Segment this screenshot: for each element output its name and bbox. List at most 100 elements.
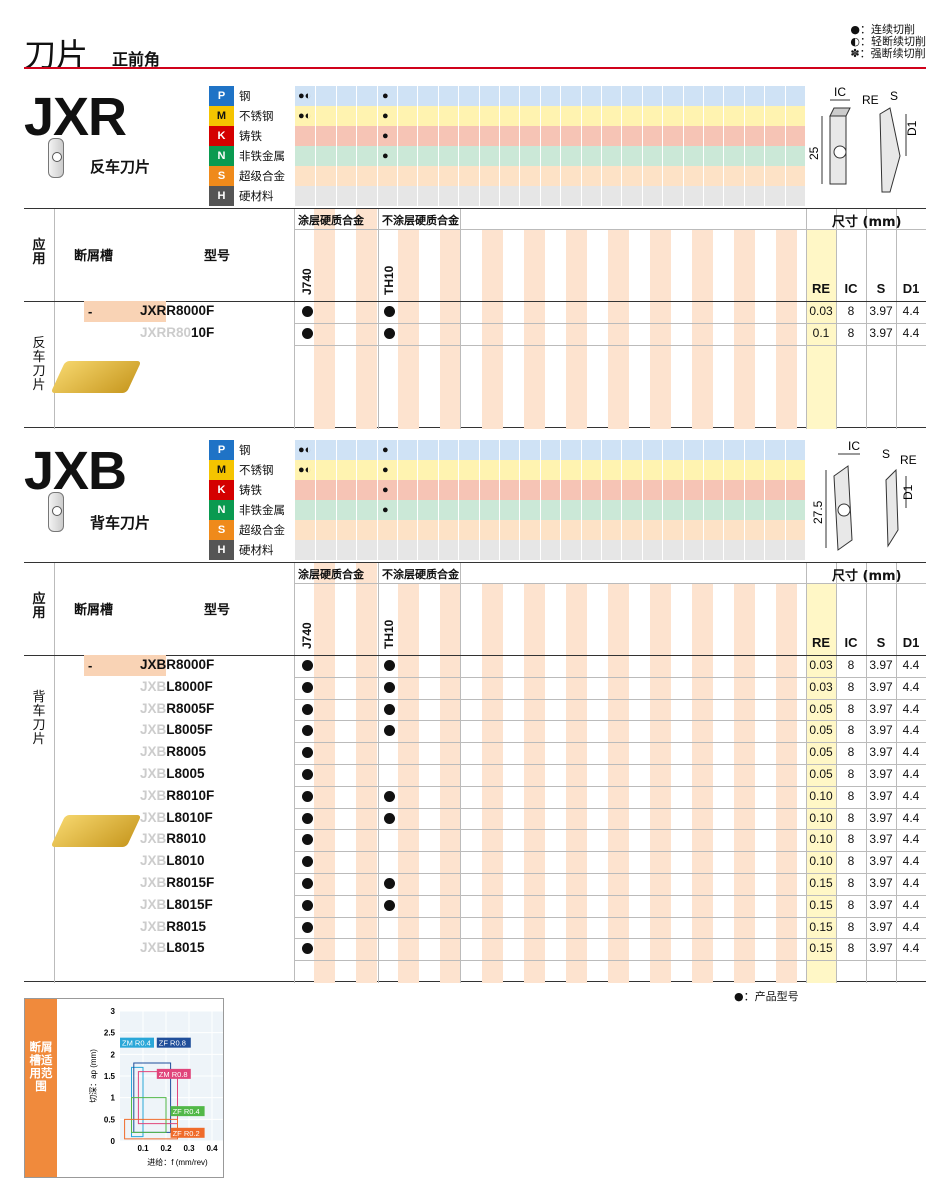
dim-value-s: 3.97 bbox=[869, 325, 893, 340]
model-suffix: JXBR8000F bbox=[140, 657, 215, 672]
grid-line bbox=[682, 500, 684, 520]
grid-line bbox=[764, 440, 766, 460]
x-tick-label: 0.4 bbox=[206, 1144, 218, 1153]
material-band: ● bbox=[295, 126, 805, 146]
grid-line bbox=[458, 540, 460, 560]
material-row: N 非铁金属 ● bbox=[209, 146, 805, 166]
table-row: JXBR8005F 0.05 8 3.97 4.4 bbox=[24, 699, 926, 720]
grid-line bbox=[315, 500, 317, 520]
grid-line bbox=[335, 460, 337, 480]
grid-line bbox=[519, 440, 521, 460]
grid-line bbox=[662, 86, 664, 106]
breaker-value: - bbox=[84, 301, 166, 322]
model-prefix: JXB bbox=[140, 787, 167, 803]
model-suffix: R8010F bbox=[166, 787, 215, 803]
dim-value-ic: 8 bbox=[847, 679, 855, 694]
material-band: ●◐ ● bbox=[295, 460, 805, 480]
grid-line bbox=[662, 106, 664, 126]
material-code: M bbox=[209, 460, 234, 480]
grid-line bbox=[335, 520, 337, 540]
dim-value-re: 0.15 bbox=[809, 876, 833, 890]
grid-line bbox=[478, 500, 480, 520]
y-tick-label: 3 bbox=[111, 1007, 116, 1016]
grid-line bbox=[723, 440, 725, 460]
dim-header-re: RE bbox=[811, 281, 831, 296]
model-number: JXBR8015 bbox=[140, 919, 206, 934]
grade-column-stripe bbox=[692, 229, 713, 429]
model-number: JXBL8010F bbox=[140, 810, 213, 825]
dim-value-d1: 4.4 bbox=[902, 325, 920, 340]
dim-value-re: 0.15 bbox=[809, 941, 833, 956]
grid-line bbox=[315, 186, 317, 206]
grid-line bbox=[458, 106, 460, 126]
row-rule bbox=[294, 851, 926, 853]
application-header: 应用 bbox=[32, 238, 46, 267]
grid-line bbox=[682, 86, 684, 106]
grid-line bbox=[417, 166, 419, 186]
j740-availability-dot bbox=[302, 878, 313, 889]
grid-line bbox=[519, 460, 521, 480]
grid-line bbox=[601, 480, 602, 500]
grid-line bbox=[601, 146, 602, 166]
grid-line bbox=[764, 86, 766, 106]
grid-line bbox=[601, 86, 602, 106]
grid-line bbox=[560, 440, 562, 460]
grid-line bbox=[335, 86, 337, 106]
table-row: JXBR8010F 0.10 8 3.97 4.4 bbox=[24, 786, 926, 807]
grid-line bbox=[478, 440, 480, 460]
grid-line bbox=[580, 186, 582, 206]
dim-value-s: 3.97 bbox=[869, 788, 893, 803]
dim-value-s: 3.97 bbox=[869, 919, 893, 934]
grid-line bbox=[703, 440, 704, 460]
y-axis-label: 切深：ap (mm) bbox=[89, 1049, 98, 1103]
coated-header: 涂层硬质合金 bbox=[298, 568, 364, 581]
dim-label-re: RE bbox=[862, 93, 879, 107]
table-row: JXBL8010F 0.10 8 3.97 4.4 bbox=[24, 808, 926, 829]
x-tick-label: 0.3 bbox=[183, 1144, 195, 1153]
jxb-drawing: IC S RE D1 27.5 bbox=[811, 440, 917, 551]
grid-line bbox=[417, 126, 419, 146]
column-rule bbox=[294, 563, 295, 983]
material-row: H 硬材料 bbox=[209, 186, 805, 206]
grid-line bbox=[641, 146, 643, 166]
grade-column-stripe bbox=[524, 583, 545, 983]
grid-line bbox=[437, 146, 439, 166]
grid-line bbox=[397, 126, 398, 146]
series-label-box bbox=[170, 1106, 205, 1117]
dim-value-s: 3.97 bbox=[869, 767, 893, 781]
grid-line bbox=[356, 520, 358, 540]
grid-line bbox=[784, 126, 786, 146]
dim-value-ic: 8 bbox=[847, 788, 855, 803]
th10-mark: ● bbox=[382, 484, 389, 496]
dim-value-d1: 4.4 bbox=[902, 679, 920, 694]
model-suffix: R8010 bbox=[166, 831, 207, 847]
grid-line bbox=[580, 500, 582, 520]
row-rule bbox=[294, 916, 926, 918]
grid-line bbox=[356, 146, 358, 166]
j740-availability-dot bbox=[302, 306, 313, 317]
grid-line bbox=[601, 126, 602, 146]
grid-line bbox=[703, 166, 704, 186]
grade-column-stripe bbox=[650, 583, 671, 983]
grid-line bbox=[397, 166, 398, 186]
grid-line bbox=[458, 460, 460, 480]
grid-line bbox=[458, 480, 460, 500]
grid-line bbox=[356, 186, 358, 206]
dim-value-re: 0.03 bbox=[809, 304, 833, 318]
grid-line bbox=[499, 166, 500, 186]
grid-line bbox=[641, 520, 643, 540]
grid-line bbox=[499, 126, 500, 146]
grade-column-stripe bbox=[398, 583, 419, 983]
grid-line bbox=[376, 500, 378, 520]
grid-line bbox=[641, 186, 643, 206]
grid-line bbox=[743, 106, 745, 126]
grade-column-stripe bbox=[356, 563, 377, 983]
grid-line bbox=[499, 106, 500, 126]
grid-line bbox=[437, 166, 439, 186]
grid-line bbox=[335, 480, 337, 500]
uncoated-header: 不涂层硬质合金 bbox=[382, 568, 459, 581]
grid-line bbox=[315, 106, 317, 126]
row-rule bbox=[294, 938, 926, 940]
grid-line bbox=[437, 460, 439, 480]
uncoated-header: 不涂层硬质合金 bbox=[382, 214, 459, 227]
